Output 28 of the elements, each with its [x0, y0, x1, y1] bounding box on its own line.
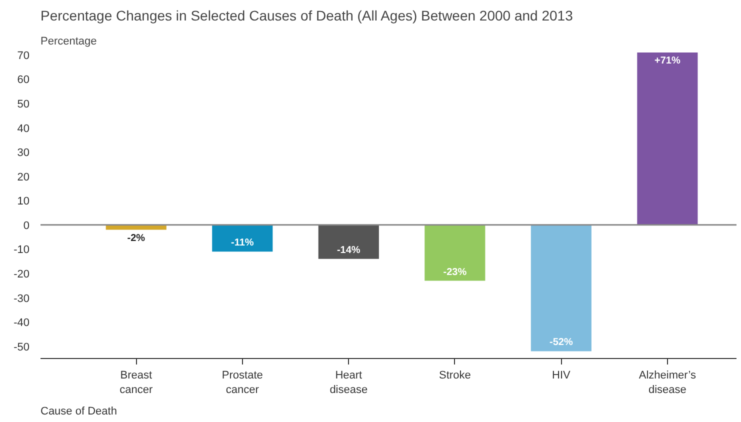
y-axis-title: Percentage: [40, 36, 97, 48]
data-label: -14%: [336, 244, 360, 256]
x-tick-label: Heart disease: [330, 370, 368, 396]
y-tick-label: -10: [14, 244, 30, 256]
x-tick-label: Breast cancer: [120, 370, 153, 396]
y-tick-label: 10: [17, 196, 30, 208]
data-label: -52%: [550, 337, 573, 348]
data-label: -23%: [443, 266, 467, 278]
y-tick-label: -40: [14, 317, 30, 330]
y-tick-label: 30: [17, 147, 30, 160]
y-tick-label: -30: [14, 292, 30, 305]
x-tick-label: HIV: [552, 370, 572, 382]
x-axis-title: Cause of Death: [40, 406, 117, 418]
y-tick-label: 40: [17, 122, 30, 135]
y-tick-label: 60: [17, 74, 30, 86]
data-label: +71%: [654, 56, 680, 66]
data-label: -2%: [127, 232, 146, 244]
y-tick-label: -50: [14, 341, 30, 354]
y-tick-label: -20: [14, 268, 30, 280]
x-tick-label: Stroke: [439, 370, 471, 382]
x-tick-label: Alzheimer’s disease: [638, 370, 696, 396]
y-tick-label: 70: [17, 50, 30, 62]
chart-title: Percentage Changes in Selected Causes of Death (All Ages) Between 2000 and 2013: [40, 8, 574, 24]
y-tick-label: 50: [17, 98, 30, 110]
x-tick-label: Prostate cancer: [222, 370, 263, 396]
y-tick-label: 0: [23, 220, 30, 232]
y-tick-label: 20: [17, 171, 30, 184]
data-label: -11%: [230, 238, 254, 249]
